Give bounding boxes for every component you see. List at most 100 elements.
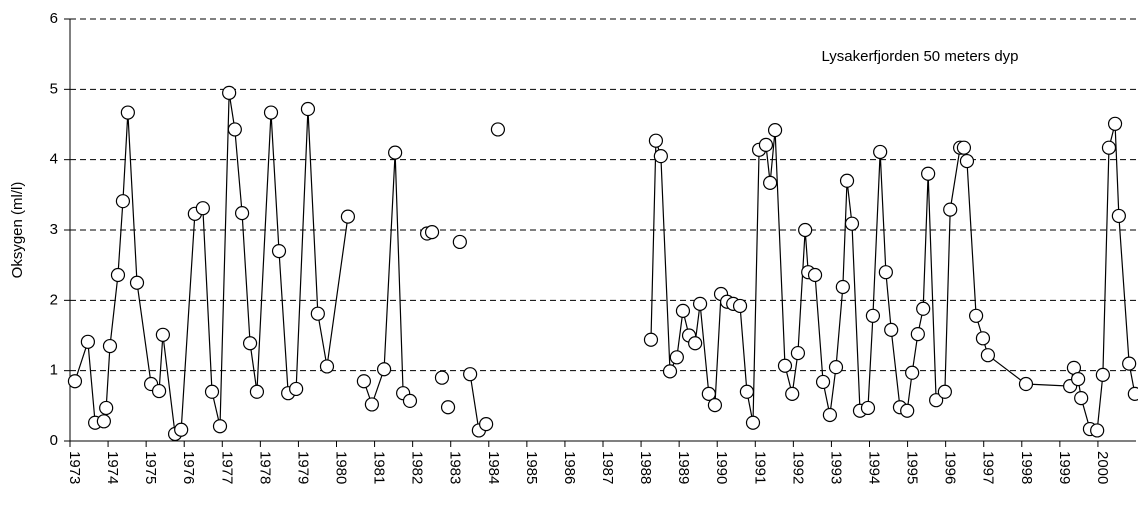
marker: [155, 327, 170, 342]
marker: [758, 137, 774, 152]
marker: [873, 144, 888, 160]
marker: [249, 384, 265, 399]
y-axis-label: Oksygen (ml/l): [9, 182, 26, 279]
marker: [1127, 386, 1138, 401]
marker: [452, 234, 467, 250]
x-tick-label: 1974: [104, 451, 121, 484]
x-tick-label: 1990: [713, 451, 730, 484]
marker: [1122, 356, 1137, 371]
marker: [1107, 116, 1123, 131]
marker: [900, 403, 915, 418]
marker: [1018, 376, 1034, 392]
marker: [102, 338, 118, 354]
marker: [289, 381, 304, 397]
x-tick-label: 1973: [66, 451, 83, 484]
marker: [643, 332, 659, 347]
marker: [692, 296, 708, 311]
x-tick-label: 1975: [142, 451, 159, 484]
marker: [340, 209, 356, 224]
marker: [739, 384, 755, 399]
marker: [1074, 390, 1089, 406]
marker: [195, 201, 210, 216]
marker: [865, 308, 881, 323]
marker: [356, 374, 372, 389]
annotation: Lysakerfjorden 50 meters dyp: [821, 48, 1018, 65]
marker: [943, 202, 958, 217]
marker: [463, 367, 478, 382]
marker: [878, 265, 893, 280]
y-tick-label: 5: [50, 80, 58, 97]
x-tick-label: 1996: [942, 451, 959, 484]
x-tick-label: 1982: [409, 451, 426, 484]
x-tick-label: 1984: [485, 451, 502, 484]
marker: [1071, 372, 1086, 387]
marker: [424, 225, 440, 240]
marker: [669, 350, 684, 365]
marker: [959, 153, 975, 169]
marker: [174, 422, 189, 437]
y-tick-label: 2: [50, 291, 58, 308]
marker: [222, 85, 237, 100]
marker: [828, 360, 844, 375]
x-tick-label: 1995: [904, 451, 921, 484]
x-tick-label: 1976: [180, 451, 197, 484]
marker: [67, 374, 83, 389]
marker: [99, 400, 114, 416]
marker: [937, 384, 952, 399]
y-tick-label: 0: [50, 432, 58, 449]
x-tick-label: 1999: [1056, 451, 1073, 484]
marker: [822, 407, 838, 423]
marker: [860, 400, 876, 416]
marker: [440, 400, 456, 415]
x-tick-label: 1989: [675, 451, 692, 484]
marker: [675, 303, 691, 318]
marker: [234, 206, 250, 221]
x-tick-label: 1992: [789, 451, 806, 484]
marker: [388, 145, 403, 160]
marker: [777, 358, 793, 373]
marker: [701, 386, 716, 401]
x-tick-label: 1981: [371, 451, 388, 484]
marker: [968, 308, 984, 323]
marker: [884, 322, 899, 337]
marker: [975, 331, 991, 346]
marker: [204, 384, 220, 399]
x-tick-label: 1978: [256, 451, 273, 484]
x-tick-label: 1994: [866, 451, 883, 484]
marker: [376, 362, 392, 377]
marker: [263, 105, 279, 120]
marker: [1101, 140, 1117, 155]
marker: [402, 393, 418, 409]
marker: [110, 267, 126, 283]
y-tick-label: 4: [50, 151, 58, 168]
marker: [129, 275, 145, 290]
x-tick-label: 1985: [523, 451, 540, 484]
marker: [956, 140, 972, 155]
marker: [844, 216, 860, 231]
marker: [434, 370, 450, 385]
marker: [815, 374, 831, 390]
marker: [929, 393, 944, 408]
x-tick-label: 1991: [751, 451, 768, 484]
x-tick-label: 1998: [1018, 451, 1035, 484]
x-tick-label: 1987: [599, 451, 616, 484]
marker: [910, 326, 925, 342]
y-tick-label: 6: [50, 10, 58, 27]
marker: [364, 397, 380, 412]
marker: [839, 173, 855, 188]
marker: [212, 419, 228, 434]
marker: [921, 166, 936, 181]
marker: [1095, 367, 1110, 382]
marker: [790, 345, 806, 361]
x-tick-label: 1997: [980, 451, 997, 484]
marker: [662, 364, 678, 379]
marker: [490, 122, 506, 137]
marker: [767, 123, 783, 138]
marker: [96, 414, 111, 429]
marker: [80, 334, 95, 349]
marker: [271, 244, 287, 259]
marker: [227, 122, 242, 137]
marker: [916, 301, 931, 316]
marker: [653, 149, 668, 164]
